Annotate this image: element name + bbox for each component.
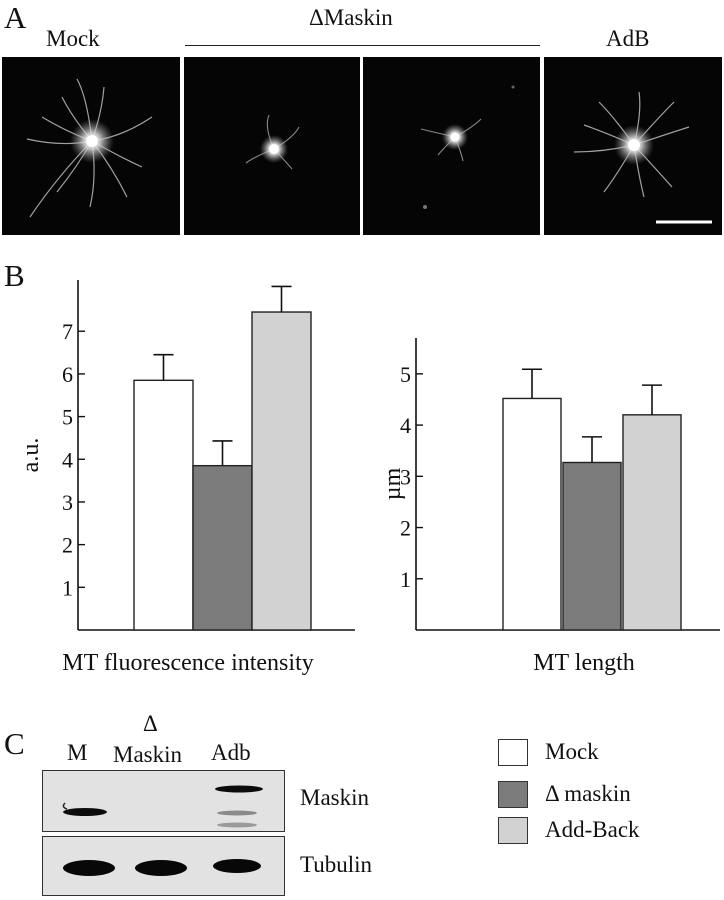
micrograph-mock [2, 57, 180, 235]
label-mock: Mock [46, 26, 100, 51]
y-tick-label: 2 [62, 533, 73, 558]
lane-label-delta: Δ [143, 711, 158, 736]
y-tick-label: 5 [400, 362, 411, 387]
chart-mt-length: 1 2 3 4 5 µm MT length [380, 338, 720, 676]
y-axis-label: µm [380, 467, 406, 500]
y-tick-label: 4 [62, 447, 73, 472]
chart-mt-fluorescence-intensity: 1 2 3 4 5 6 7 a.u. MT fluorescence intensity [18, 280, 355, 676]
blot-tubulin [42, 836, 285, 896]
label-delta-maskin: ΔMaskin [309, 5, 393, 30]
label-adb: AdB [606, 26, 650, 51]
delta-maskin-bracket-line [185, 45, 540, 46]
lane-label-adb: Adb [211, 740, 251, 765]
y-tick-label: 3 [400, 464, 411, 489]
bar-0 [133, 379, 194, 631]
legend-swatch-add-back [498, 817, 528, 844]
lane-label-maskin: Maskin [113, 742, 182, 767]
y-tick-label: 4 [400, 413, 411, 438]
legend-label-add-back: Add-Back [545, 817, 640, 842]
bar-1 [562, 461, 622, 631]
micrograph-adb [544, 57, 722, 235]
x-axis-label: MT fluorescence intensity [62, 650, 313, 676]
y-tick-label: 3 [62, 490, 73, 515]
y-tick-label: 1 [400, 567, 411, 592]
blot-maskin [42, 770, 285, 832]
panel-b-letter: B [4, 258, 25, 293]
bar-2 [622, 414, 682, 631]
y-axis-label: a.u. [18, 438, 44, 473]
legend-swatch-mock [498, 739, 528, 766]
legend-label-mock: Mock [545, 739, 599, 764]
panel-a-letter: A [4, 0, 27, 35]
legend-swatch-delta-maskin [498, 781, 528, 808]
bar-2 [251, 311, 312, 631]
bar-1 [192, 464, 253, 631]
y-tick-label: 2 [400, 516, 411, 541]
x-axis-label: MT length [533, 650, 635, 676]
y-tick-label: 1 [62, 575, 73, 600]
bar-0 [502, 397, 562, 631]
blot-row-label-maskin: Maskin [300, 785, 369, 810]
panel-c-letter: C [4, 726, 25, 761]
micrograph-delta-maskin-2 [363, 57, 540, 235]
legend-label-delta-maskin: Δ maskin [545, 781, 631, 806]
y-tick-label: 6 [62, 362, 73, 387]
blot-row-label-tubulin: Tubulin [300, 852, 373, 877]
y-tick-label: 5 [62, 405, 73, 430]
lane-label-m: M [67, 740, 88, 765]
y-tick-label: 7 [62, 319, 73, 344]
micrograph-delta-maskin-1 [184, 57, 360, 235]
